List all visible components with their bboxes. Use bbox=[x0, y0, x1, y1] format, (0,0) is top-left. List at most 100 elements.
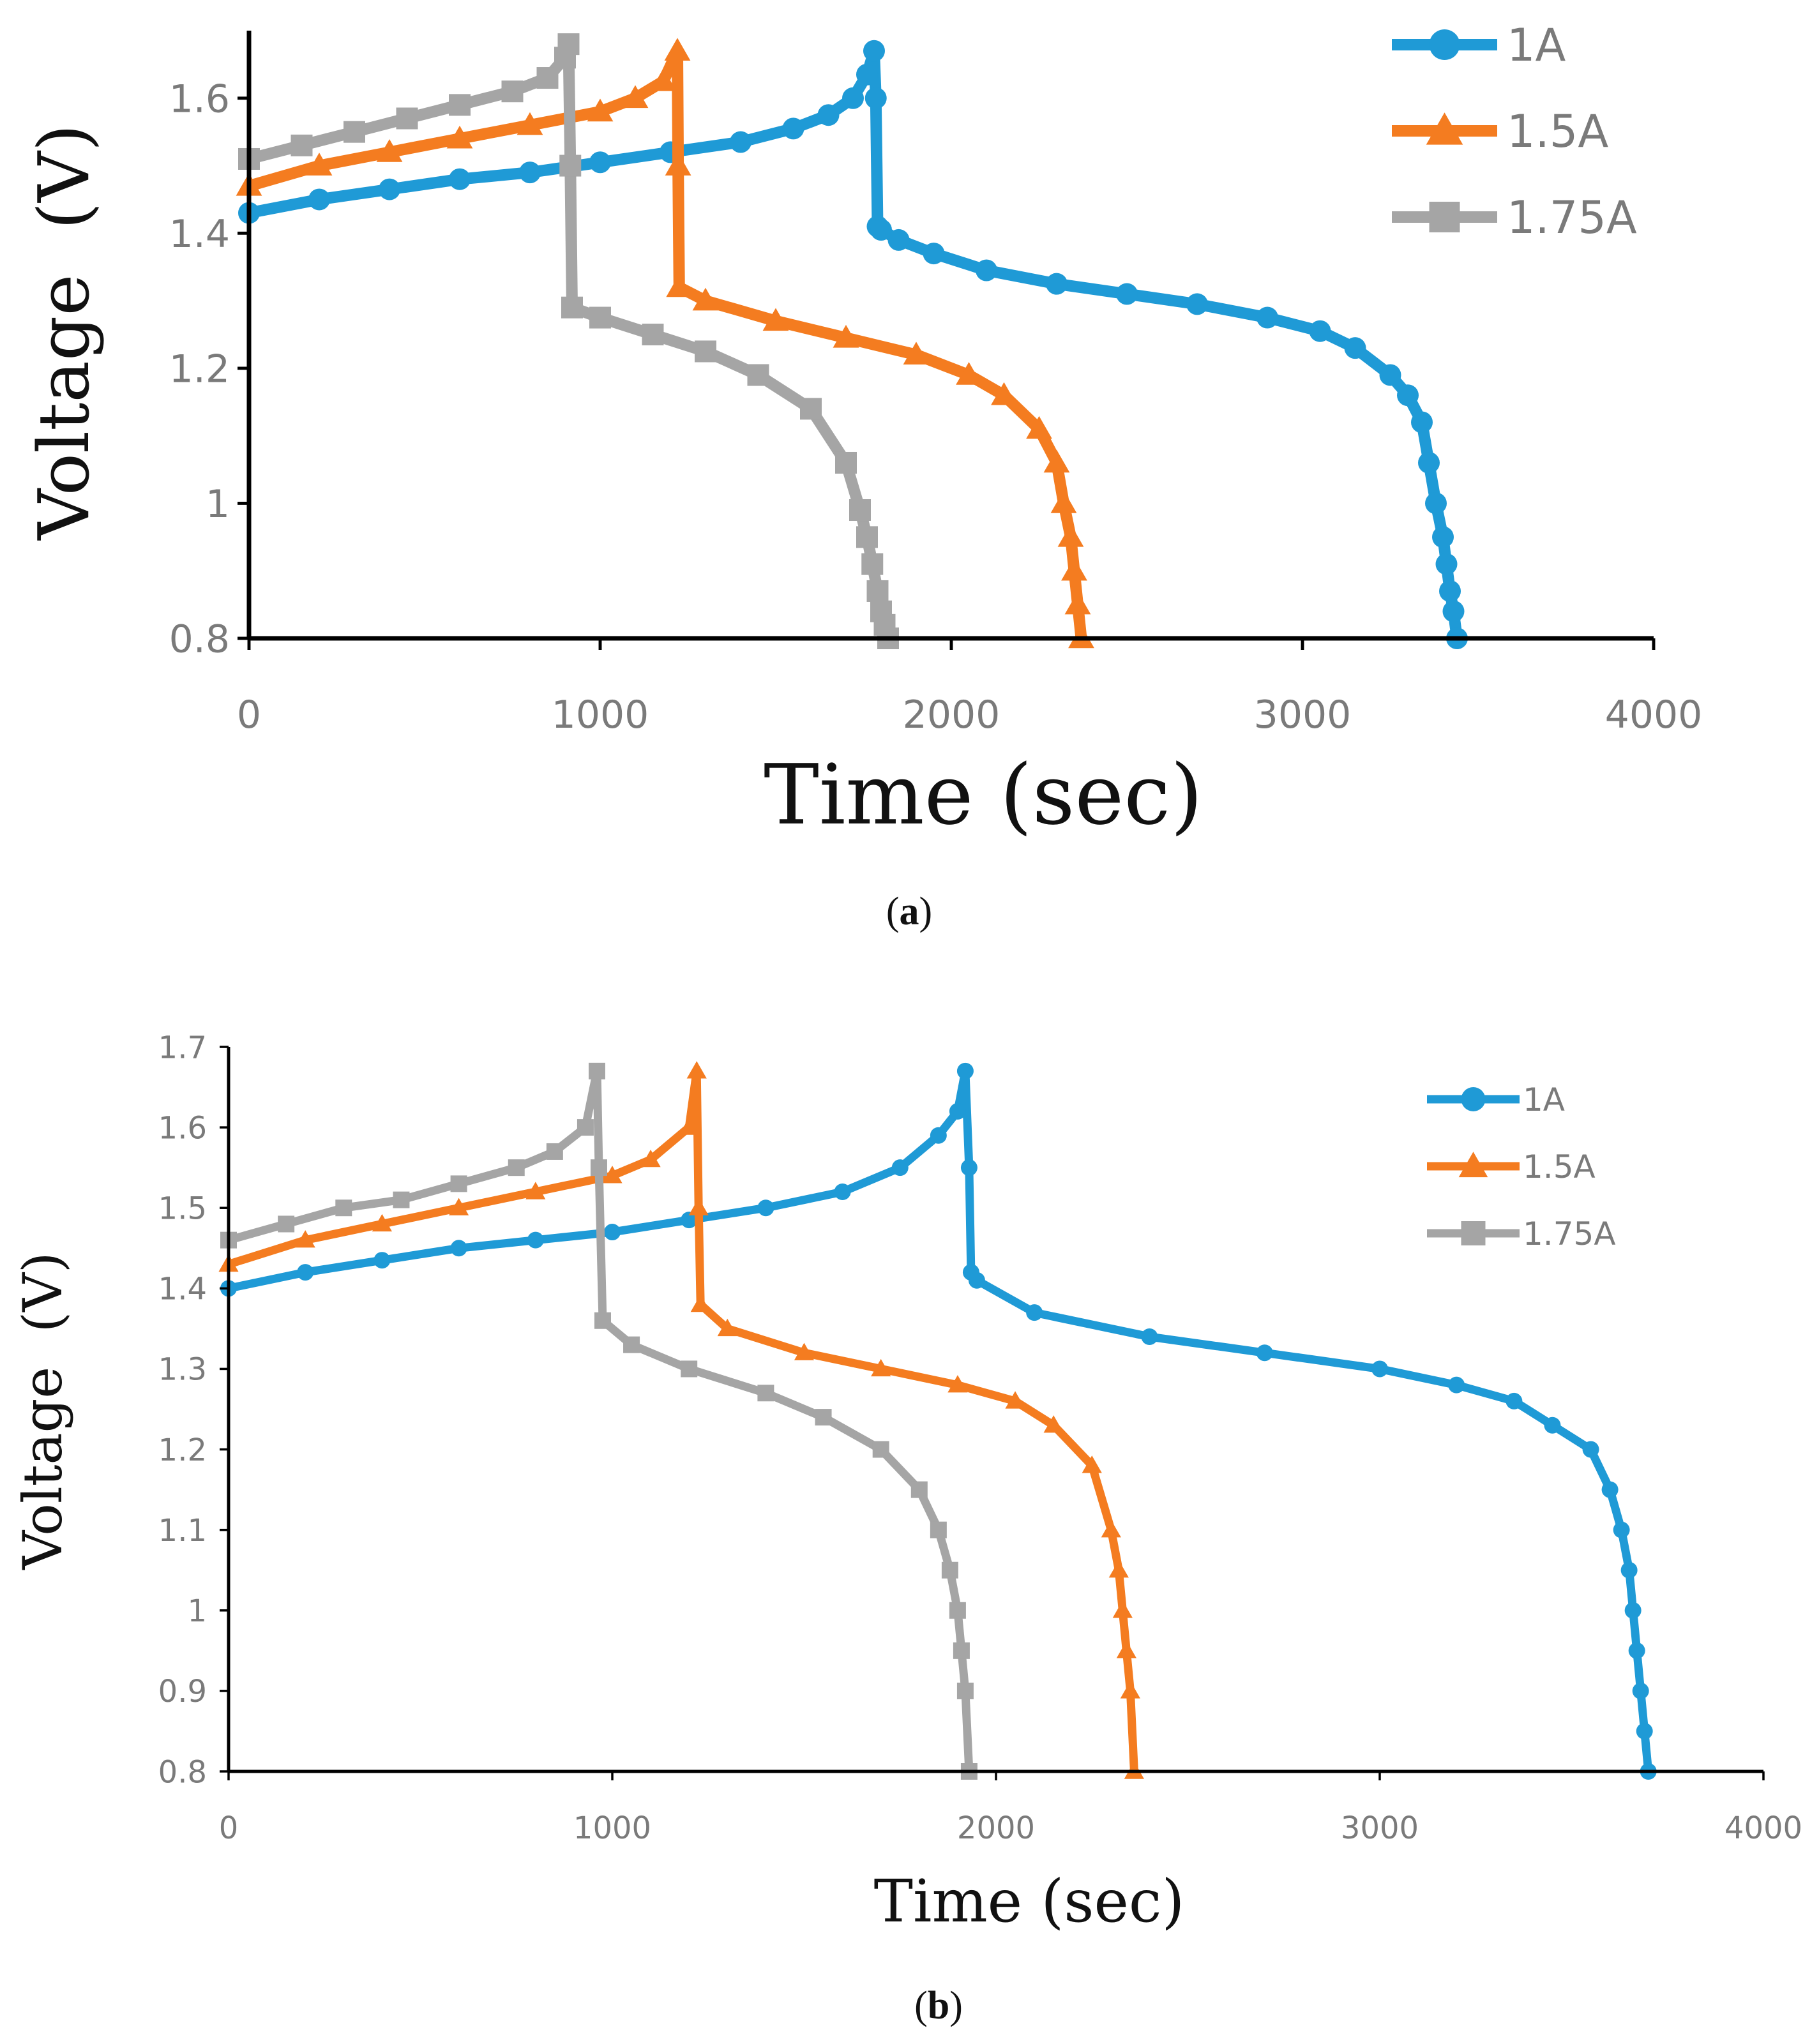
chart-a-legend-marker-1A bbox=[1429, 29, 1460, 60]
chart-b-panel-letter: b bbox=[928, 1984, 949, 2027]
chart-a-data-point-1A-15 bbox=[870, 219, 892, 241]
chart-a-x-tick-label: 4000 bbox=[1605, 693, 1703, 737]
chart-a-data-point-1.5A-4 bbox=[517, 112, 543, 135]
chart-b-y-axis-title: Voltage (V) bbox=[11, 1252, 74, 1570]
chart-a-legend-marker-1.75A bbox=[1429, 202, 1460, 232]
chart-b-data-point-1.5A-8 bbox=[686, 1061, 707, 1079]
chart-b-x-tick-label: 1000 bbox=[573, 1810, 651, 1846]
chart-b-data-point-1.5A-9 bbox=[688, 1198, 709, 1215]
chart-b-legend-label: 1A bbox=[1523, 1081, 1565, 1118]
chart-a-data-point-1.5A-19 bbox=[1050, 490, 1077, 513]
chart-b-data-point-1A-2 bbox=[374, 1252, 391, 1269]
chart-b-data-point-1A-9 bbox=[891, 1159, 909, 1176]
chart-b-x-tick-label: 0 bbox=[219, 1810, 239, 1846]
chart-a-data-point-1.5A-13 bbox=[833, 324, 859, 348]
chart-a-data-point-1A-12 bbox=[863, 40, 885, 62]
chart-a-data-point-1A-23 bbox=[1309, 320, 1331, 342]
chart-b-data-point-1.75A-21 bbox=[956, 1682, 974, 1699]
chart-a-data-point-1A-3 bbox=[449, 168, 471, 190]
chart-b-data-point-1.5A-20 bbox=[1112, 1600, 1133, 1618]
chart-b-legend-marker-1A bbox=[1461, 1087, 1486, 1111]
chart-a-data-point-1.75A-20 bbox=[866, 580, 889, 602]
chart-b-legend-label: 1.75A bbox=[1523, 1215, 1616, 1252]
chart-a-data-point-1.5A-15 bbox=[956, 362, 982, 385]
chart-b-data-point-1.75A-4 bbox=[450, 1175, 467, 1192]
chart-a-data-point-1A-22 bbox=[1257, 306, 1278, 329]
chart-b-data-point-1A-4 bbox=[527, 1231, 544, 1249]
chart-b-data-point-1A-16 bbox=[1026, 1304, 1043, 1321]
chart-b-data-point-1.75A-13 bbox=[757, 1385, 774, 1402]
chart-a-x-tick-label: 1000 bbox=[552, 693, 649, 737]
chart-b-data-point-1.5A-13 bbox=[871, 1358, 891, 1377]
chart-b-data-point-1.5A-11 bbox=[717, 1318, 737, 1337]
chart-a-x-axis-title: Time (sec) bbox=[764, 746, 1203, 843]
chart-a-data-point-1A-32 bbox=[1439, 580, 1461, 602]
chart-a-data-point-1.75A-6 bbox=[536, 67, 559, 89]
chart-a-data-point-1.75A-1 bbox=[291, 134, 313, 156]
chart-a-data-point-1A-31 bbox=[1435, 553, 1458, 575]
chart-b-data-point-1A-18 bbox=[1256, 1344, 1273, 1362]
chart-b-y-tick-label: 1.7 bbox=[158, 1030, 207, 1065]
chart-b-y-tick-label: 0.8 bbox=[158, 1754, 207, 1790]
chart-a-legend-label: 1.75A bbox=[1507, 192, 1637, 244]
chart-a-data-point-1.5A-21 bbox=[1061, 557, 1087, 581]
chart-a-data-point-1.75A-8 bbox=[557, 33, 580, 56]
chart-b-data-point-1A-15 bbox=[968, 1272, 985, 1289]
chart-a-data-point-1A-8 bbox=[782, 117, 804, 140]
chart-a-data-point-1A-20 bbox=[1116, 283, 1138, 305]
chart-a-data-point-1A-13 bbox=[864, 87, 887, 109]
chart-a-data-point-1.5A-9 bbox=[665, 153, 691, 176]
chart-b-data-point-1.5A-1 bbox=[295, 1230, 315, 1248]
chart-a-x-tick-label: 3000 bbox=[1254, 693, 1352, 737]
chart-b-data-point-1A-26 bbox=[1620, 1561, 1638, 1579]
chart-a-y-tick-label: 1.2 bbox=[169, 347, 230, 391]
chart-b-data-point-1.5A-14 bbox=[947, 1375, 968, 1393]
chart-a-data-point-1A-25 bbox=[1379, 364, 1401, 386]
chart-a-data-point-1.5A-12 bbox=[762, 308, 789, 331]
chart-b-y-tick-label: 1.6 bbox=[158, 1110, 207, 1146]
chart-b-data-point-1.75A-9 bbox=[590, 1159, 607, 1176]
chart-b-data-point-1A-21 bbox=[1506, 1392, 1523, 1409]
chart-b-data-point-1.5A-10 bbox=[690, 1294, 711, 1312]
chart-b-legend-label: 1.5A bbox=[1523, 1148, 1596, 1185]
chart-b-data-point-1.75A-16 bbox=[910, 1481, 928, 1498]
chart-b-data-point-1A-22 bbox=[1544, 1417, 1561, 1434]
chart-a-data-point-1.75A-15 bbox=[800, 398, 822, 420]
chart-b-data-point-1A-29 bbox=[1632, 1682, 1649, 1699]
chart-b-data-point-1A-12 bbox=[956, 1062, 974, 1079]
chart-b-data-point-1.5A-7 bbox=[679, 1117, 699, 1135]
chart-a-data-point-1A-21 bbox=[1186, 293, 1208, 315]
chart-b-data-point-1.5A-4 bbox=[525, 1182, 546, 1199]
chart-b-data-point-1.75A-8 bbox=[588, 1062, 605, 1079]
chart-b-data-point-1A-13 bbox=[960, 1159, 977, 1176]
chart-b-data-point-1A-30 bbox=[1636, 1722, 1653, 1740]
chart-a-data-point-1.5A-1 bbox=[306, 153, 333, 176]
chart-b-data-point-1.75A-1 bbox=[278, 1215, 295, 1233]
chart-b-data-point-1.75A-7 bbox=[577, 1119, 594, 1136]
chart-a-data-point-1A-33 bbox=[1442, 600, 1465, 622]
chart-b-y-tick-label: 1.2 bbox=[158, 1432, 207, 1468]
chart-a-data-point-1A-16 bbox=[887, 229, 910, 251]
chart-a-data-point-1A-28 bbox=[1418, 451, 1440, 474]
chart-a-data-point-1.75A-19 bbox=[861, 553, 884, 575]
chart-b-y-tick-label: 1 bbox=[187, 1593, 207, 1629]
chart-a-data-point-1A-26 bbox=[1397, 384, 1419, 407]
chart-a-data-point-1.5A-7 bbox=[650, 68, 677, 91]
chart-a-data-point-1.5A-10 bbox=[666, 274, 693, 297]
chart-a-data-point-1.5A-3 bbox=[446, 125, 473, 149]
chart-b-data-point-1.5A-16 bbox=[1043, 1415, 1064, 1433]
chart-b-data-marks bbox=[218, 1061, 1657, 1780]
chart-b-y-tick-label: 0.9 bbox=[158, 1674, 207, 1710]
chart-b-data-point-1.5A-2 bbox=[372, 1214, 392, 1232]
chart-b-data-point-1.75A-10 bbox=[594, 1312, 611, 1329]
chart-b-legend-marker-1.5A bbox=[1458, 1152, 1488, 1178]
chart-b-data-point-1.5A-22 bbox=[1120, 1681, 1140, 1699]
chart-a-x-tick-label: 0 bbox=[237, 693, 261, 737]
chart-b-data-point-1.5A-19 bbox=[1108, 1560, 1129, 1578]
chart-b-data-point-1.5A-21 bbox=[1116, 1641, 1136, 1658]
chart-a-data-point-1A-4 bbox=[519, 162, 541, 184]
chart-a-data-point-1.75A-18 bbox=[856, 526, 878, 548]
chart-a-x-tick-label: 2000 bbox=[903, 693, 1000, 737]
chart-a-data-point-1A-29 bbox=[1425, 492, 1447, 515]
